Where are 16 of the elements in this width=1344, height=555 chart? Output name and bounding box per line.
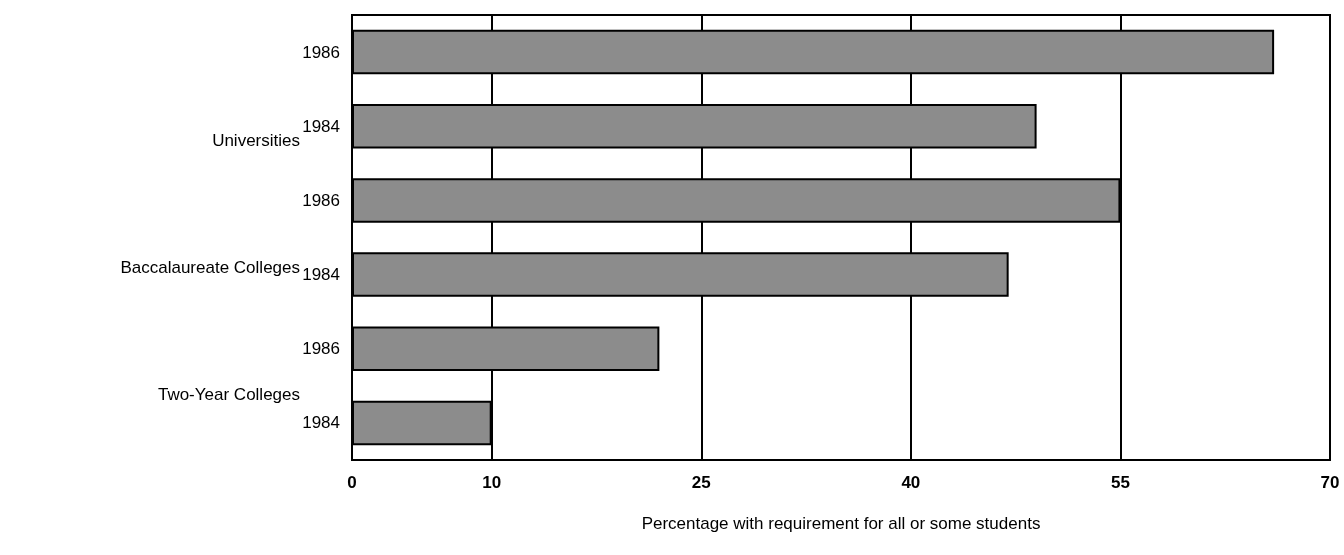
x-axis-title: Percentage with requirement for all or some students: [641, 514, 1041, 533]
text: Baccalaureate Colleges: [120, 258, 300, 278]
x-tick-label: 0: [347, 473, 357, 492]
x-tick-label: 25: [691, 473, 711, 492]
y-tick-label: 1984: [302, 265, 340, 285]
text: Two-Year Colleges: [157, 385, 300, 405]
y-tick-label: 1986: [302, 190, 340, 210]
y-tick-label: 1984: [302, 413, 340, 433]
y-tick-label: 1986: [302, 42, 340, 62]
x-tick-label: 40: [901, 473, 921, 492]
text: Universities: [212, 131, 300, 151]
y-tick-label: 1986: [302, 339, 340, 359]
x-tick-label: 10: [482, 473, 502, 492]
y-tick-label: 1984: [302, 116, 340, 136]
x-tick-label: 70: [1320, 473, 1340, 492]
x-tick-label: 55: [1110, 473, 1130, 492]
